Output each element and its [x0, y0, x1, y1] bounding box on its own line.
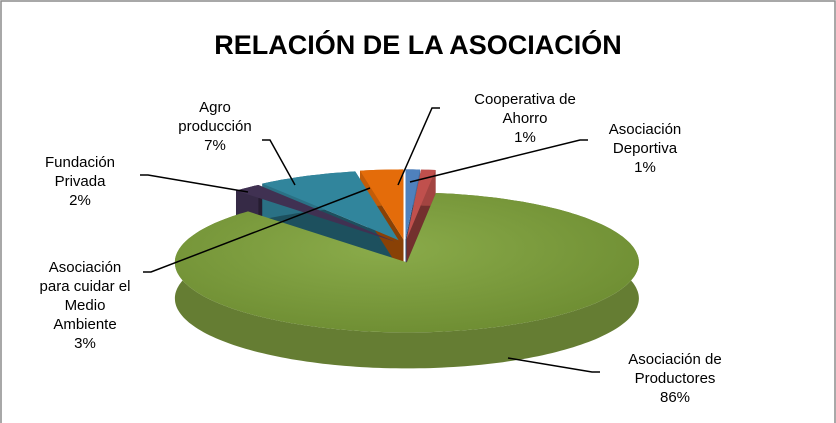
data-label: Asociación para cuidar el Medio Ambiente… — [32, 258, 138, 353]
data-label: Agro producción 7% — [171, 98, 259, 155]
leader-line — [507, 357, 600, 373]
leader-lines — [140, 107, 600, 373]
slice-category-label: Cooperativa de Ahorro — [474, 91, 576, 127]
slice-value-label: 3% — [74, 335, 96, 352]
chart-title: RELACIÓN DE LA ASOCIACIÓN — [214, 30, 622, 60]
data-label: Fundación Privada 2% — [35, 153, 125, 210]
slice-category-label: Agro producción — [178, 99, 252, 135]
slice — [405, 169, 421, 240]
pie — [174, 169, 639, 369]
slice-value-label: 1% — [634, 159, 656, 176]
data-label: Cooperativa de Ahorro 1% — [463, 90, 588, 147]
slice-value-label: 1% — [514, 129, 536, 146]
slice — [360, 169, 404, 240]
leader-line — [140, 174, 249, 193]
data-label: Asociación Deportiva 1% — [595, 120, 695, 177]
slice-category-label: Asociación de Productores — [628, 351, 722, 387]
slice-category-label: Fundación Privada — [44, 154, 116, 190]
leader-line — [143, 187, 371, 273]
slice — [174, 193, 639, 333]
slice — [236, 185, 395, 242]
leader-line — [409, 139, 588, 183]
slice — [262, 171, 399, 241]
slice — [406, 169, 436, 240]
data-label: Asociación de Productores 86% — [613, 350, 738, 407]
slice-value-label: 7% — [204, 137, 226, 154]
slice-value-label: 86% — [659, 389, 691, 406]
leader-line — [262, 139, 296, 186]
slice-category-label: Asociación Deportiva — [608, 121, 682, 157]
slice-value-label: 2% — [69, 192, 91, 209]
leader-line — [397, 107, 440, 186]
slice-category-label: Asociación para cuidar el Medio Ambiente — [39, 259, 131, 333]
